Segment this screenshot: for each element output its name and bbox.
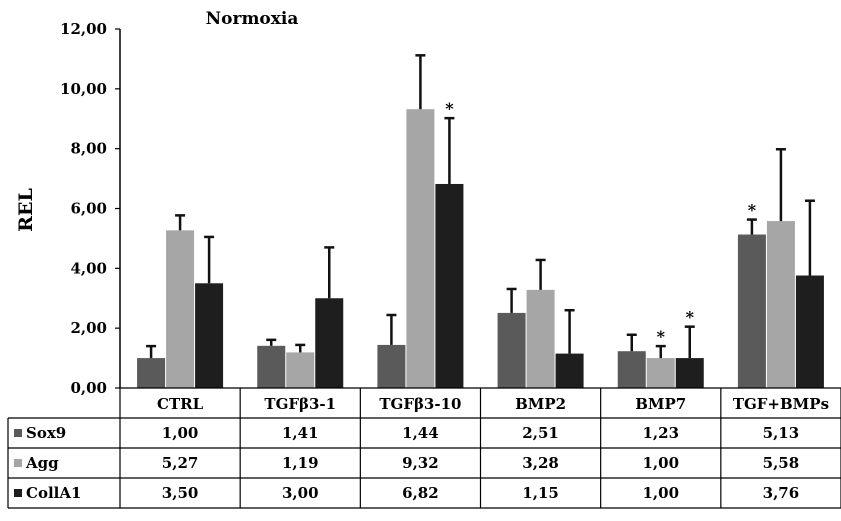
significance-marker: *: [445, 99, 454, 118]
bar-colla1-5: [795, 275, 824, 388]
legend-label-sox9: Sox9: [26, 424, 66, 442]
bar-sox9-2: [377, 344, 406, 388]
legend-label-colla1: CollA1: [26, 484, 81, 502]
bar-sox9-1: [257, 345, 286, 388]
category-label: TGFβ3-1: [264, 395, 336, 413]
table-cell: 1,00: [642, 454, 679, 472]
y-axis-label: REL: [15, 188, 37, 232]
table-cell: 5,27: [162, 454, 199, 472]
bar-sox9-3: [497, 312, 526, 388]
table-cell: 1,00: [162, 424, 199, 442]
table-cell: 9,32: [402, 454, 439, 472]
chart-title: Normoxia: [206, 9, 299, 29]
y-tick-label: 4,00: [70, 259, 107, 277]
table-cell: 1,44: [402, 424, 439, 442]
bar-sox9-0: [137, 358, 166, 388]
category-label: BMP7: [635, 395, 686, 413]
bar-agg-5: [766, 221, 795, 388]
y-tick-label: 6,00: [70, 200, 107, 218]
category-label: CTRL: [157, 395, 204, 413]
y-axis-ticks: 0,00 2,00 4,00 6,00 8,00 10,00 12,00: [60, 20, 120, 397]
table-cell: 3,76: [763, 484, 800, 502]
bar-colla1-2: [435, 183, 464, 388]
significance-marker: *: [748, 201, 757, 220]
bar-agg-3: [526, 289, 555, 388]
legend-swatch-agg: [14, 459, 22, 467]
data-table: CTRL TGFβ3-1 TGFβ3-10 BMP2 BMP7 TGF+BMPs Sox9 1…: [7, 387, 841, 509]
table-cell: 2,51: [522, 424, 559, 442]
bar-agg-2: [406, 109, 435, 388]
y-tick-label: 12,00: [60, 20, 107, 38]
table-cell: 1,19: [282, 454, 319, 472]
y-tick-label: 2,00: [70, 319, 107, 337]
category-label: BMP2: [515, 395, 566, 413]
legend-swatch-colla1: [14, 489, 22, 497]
table-cell: 5,13: [763, 424, 800, 442]
bar-sox9-5: [737, 234, 766, 388]
significance-marker: *: [657, 327, 666, 346]
bar-agg-4: [646, 358, 675, 388]
bar-colla1-3: [555, 353, 584, 388]
category-label: TGFβ3-10: [379, 395, 461, 413]
category-label: TGF+BMPs: [733, 395, 829, 413]
table-cell: 1,15: [522, 484, 559, 502]
error-bars: * * * *: [146, 54, 815, 359]
table-cell: 1,00: [642, 484, 679, 502]
table-cell: 3,00: [282, 484, 319, 502]
y-tick-label: 0,00: [70, 379, 107, 397]
bars: [137, 109, 824, 388]
y-tick-label: 8,00: [70, 140, 107, 158]
bar-agg-0: [166, 230, 195, 388]
legend-swatch-sox9: [14, 429, 22, 437]
bar-colla1-0: [195, 283, 224, 388]
legend-label-agg: Agg: [25, 454, 59, 472]
table-cell: 3,50: [162, 484, 199, 502]
bar-sox9-4: [617, 351, 646, 388]
y-tick-label: 10,00: [60, 80, 107, 98]
table-cell: 1,23: [642, 424, 679, 442]
table-cell: 5,58: [763, 454, 800, 472]
table-cell: 1,41: [282, 424, 319, 442]
bar-colla1-4: [675, 358, 704, 388]
table-cell: 6,82: [402, 484, 439, 502]
significance-marker: *: [686, 308, 695, 327]
bar-colla1-1: [315, 298, 344, 388]
bar-agg-1: [286, 352, 315, 388]
table-cell: 3,28: [522, 454, 559, 472]
